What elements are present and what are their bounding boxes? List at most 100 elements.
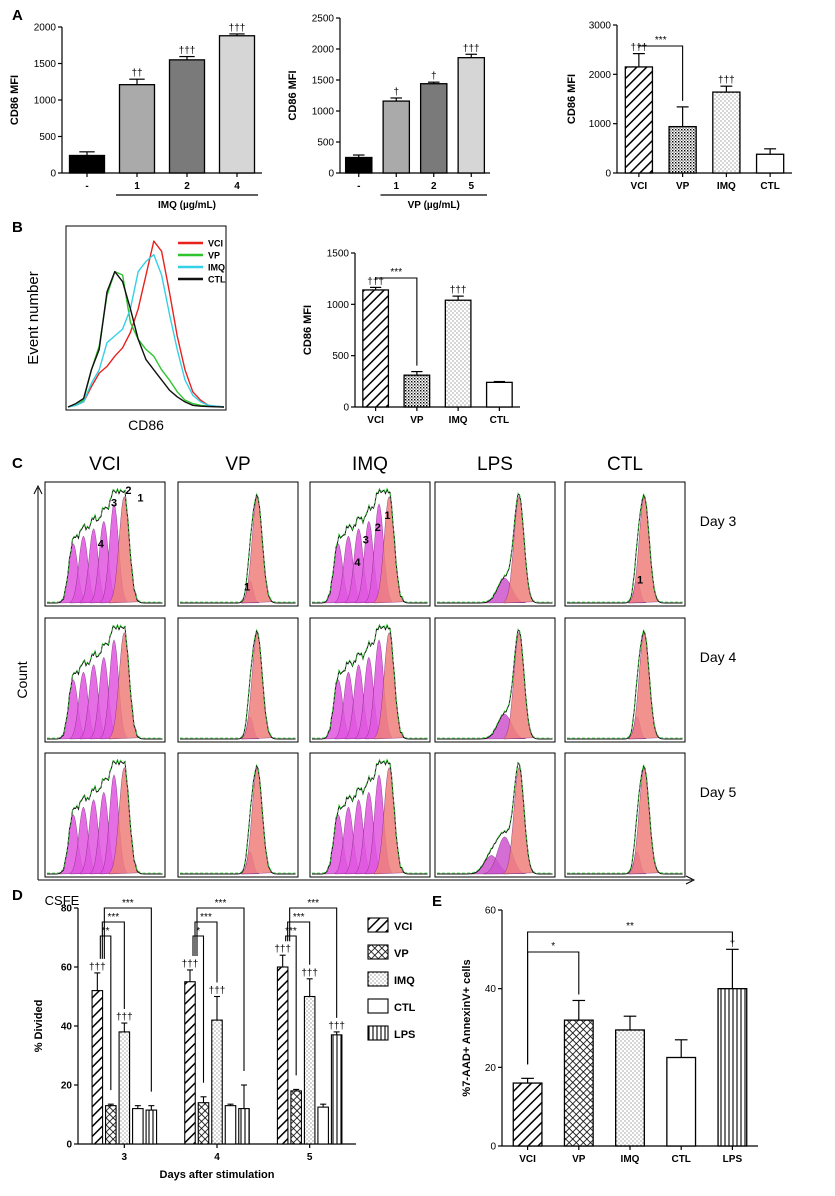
x-tick-label: 1 bbox=[134, 181, 140, 192]
legend-label: IMQ bbox=[208, 263, 225, 273]
y-axis-label: % Divided bbox=[33, 1000, 45, 1053]
histogram-panel bbox=[434, 481, 556, 607]
y-tick-label: 1500 bbox=[34, 59, 57, 70]
legend-label: VCI bbox=[394, 921, 412, 933]
significance-bracket bbox=[192, 935, 205, 1083]
plot-frame bbox=[65, 225, 227, 411]
significance-stars: * bbox=[551, 941, 555, 952]
y-axis-label: Event number bbox=[25, 271, 42, 364]
bar bbox=[485, 381, 513, 408]
bar bbox=[224, 1105, 237, 1145]
chart-a3: 0 1000 2000 3000 CD86 MFI ††† VCI VP ††† IMQ CTL **… bbox=[566, 21, 792, 192]
flow-histogram: VCI VP IMQ CTL Event number CD86 bbox=[25, 225, 227, 433]
histogram-envelope bbox=[567, 493, 683, 604]
bar bbox=[344, 156, 373, 174]
y-tick-label: 0 bbox=[50, 169, 56, 180]
bar bbox=[276, 966, 289, 1145]
y-tick-label: 500 bbox=[332, 351, 349, 362]
y-tick-label: 1500 bbox=[312, 76, 335, 87]
y-axis-label: CD86 MFI bbox=[9, 75, 21, 125]
y-tick-label: 1500 bbox=[327, 249, 350, 260]
significance-bracket bbox=[375, 277, 418, 366]
peak-number-label: 1 bbox=[384, 510, 390, 522]
bar bbox=[666, 1056, 697, 1147]
group-label: IMQ (µg/mL) bbox=[158, 200, 216, 211]
histogram-line-vci bbox=[67, 240, 225, 408]
plot-frame bbox=[564, 617, 686, 743]
x-tick-label: VCI bbox=[519, 1154, 536, 1165]
model-fit-line bbox=[47, 623, 163, 739]
bar bbox=[712, 91, 741, 174]
histogram-panel bbox=[309, 617, 431, 743]
column-header: LPS bbox=[477, 454, 513, 475]
significance-dagger: ††† bbox=[209, 986, 226, 997]
y-tick-label: 80 bbox=[61, 904, 73, 915]
column-header: VP bbox=[225, 454, 250, 475]
histogram-panel bbox=[434, 617, 556, 743]
y-tick-label: 0 bbox=[490, 1142, 496, 1153]
bar bbox=[118, 84, 156, 174]
model-fit-line bbox=[437, 761, 553, 874]
bar bbox=[184, 981, 196, 1145]
chart-a2: 0 500 1000 1500 2000 2500 CD86 MFI - † 1 † 2 ††† 5 VP … bbox=[287, 14, 490, 211]
panel-label-b: B bbox=[12, 219, 23, 236]
histogram-envelope bbox=[437, 761, 553, 875]
y-tick-label: 40 bbox=[485, 984, 497, 995]
peak-number-label: 1 bbox=[137, 492, 143, 504]
legend-swatch bbox=[367, 998, 389, 1014]
bar bbox=[91, 990, 104, 1145]
significance-stars: *** bbox=[655, 35, 667, 46]
x-tick-label: 4 bbox=[234, 181, 240, 192]
y-tick-label: 0 bbox=[605, 169, 611, 180]
x-tick-label: IMQ bbox=[621, 1154, 640, 1165]
significance-bracket bbox=[196, 907, 245, 1071]
peak-number-label: 3 bbox=[111, 497, 117, 509]
significance-bracket bbox=[289, 907, 338, 1018]
y-tick-label: 20 bbox=[485, 1063, 497, 1074]
significance-dagger: † bbox=[431, 71, 437, 82]
x-axis-label: CD86 bbox=[128, 417, 164, 433]
significance-stars: *** bbox=[200, 912, 212, 923]
model-fit-line bbox=[437, 492, 553, 603]
y-tick-label: 2000 bbox=[312, 45, 335, 56]
significance-dagger: † bbox=[393, 87, 399, 98]
model-fit-line bbox=[180, 763, 296, 874]
bar bbox=[444, 299, 472, 408]
significance-stars: ** bbox=[626, 921, 634, 932]
x-tick-label: VCI bbox=[631, 181, 648, 192]
bar bbox=[717, 988, 748, 1147]
significance-stars: *** bbox=[122, 898, 134, 909]
legend-swatch bbox=[367, 944, 389, 960]
significance-dagger: †† bbox=[131, 68, 142, 79]
histogram-panel bbox=[177, 752, 299, 878]
bar bbox=[362, 289, 390, 408]
histogram-panel bbox=[44, 752, 166, 878]
bar bbox=[563, 1019, 594, 1147]
model-fit-line bbox=[180, 628, 296, 739]
significance-bracket bbox=[287, 921, 311, 965]
y-tick-label: 0 bbox=[66, 1140, 72, 1151]
model-fit-line bbox=[567, 628, 683, 739]
significance-stars: ** bbox=[102, 926, 110, 937]
legend-label: IMQ bbox=[394, 975, 415, 987]
x-tick-label: - bbox=[85, 181, 88, 192]
chart-d: 0 20 40 60 80 % Divided Days after stimulation… bbox=[33, 898, 416, 1181]
plot-frame bbox=[177, 481, 299, 607]
legend-swatch bbox=[367, 1025, 389, 1041]
bar bbox=[68, 154, 106, 174]
row-label: Day 3 bbox=[700, 513, 737, 529]
significance-stars: *** bbox=[293, 912, 305, 923]
chart-a1: 0 500 1000 1500 2000 CD86 MFI - †† 1 ††† 2 ††† 4 IMQ … bbox=[9, 23, 262, 211]
significance-stars: * bbox=[196, 926, 200, 937]
histogram-panel bbox=[44, 617, 166, 743]
column-header: IMQ bbox=[352, 454, 388, 475]
y-tick-label: 40 bbox=[61, 1022, 73, 1033]
histogram-panel bbox=[564, 617, 686, 743]
x-tick-label: VP bbox=[572, 1154, 586, 1165]
plot-frame bbox=[177, 752, 299, 878]
panel-label-e: E bbox=[432, 893, 442, 910]
model-fit-line bbox=[567, 763, 683, 874]
column-header: CTL bbox=[607, 454, 643, 475]
model-fit-line bbox=[567, 492, 683, 603]
